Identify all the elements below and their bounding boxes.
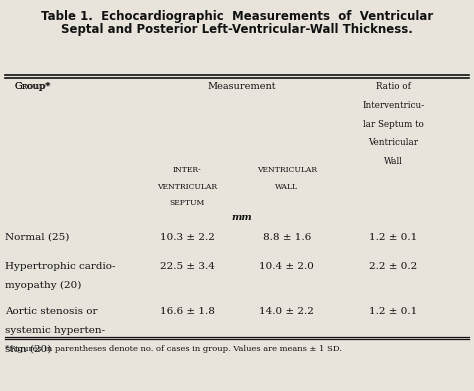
Text: sion (20): sion (20)	[5, 344, 51, 353]
Text: Ventricular: Ventricular	[368, 138, 419, 147]
Text: lar Septum to: lar Septum to	[363, 120, 424, 129]
Text: 10.3 ± 2.2: 10.3 ± 2.2	[160, 233, 215, 242]
Text: 8.8 ± 1.6: 8.8 ± 1.6	[263, 233, 311, 242]
Text: Septal and Posterior Left-Ventricular-Wall Thickness.: Septal and Posterior Left-Ventricular-Wa…	[61, 23, 413, 36]
Text: INTER-: INTER-	[173, 166, 201, 174]
Text: VENTRICULAR: VENTRICULAR	[157, 183, 217, 190]
Text: Hypertrophic cardio-: Hypertrophic cardio-	[5, 262, 115, 271]
Text: VENTRICULAR: VENTRICULAR	[257, 166, 317, 174]
Text: Group*: Group*	[14, 82, 50, 91]
Text: 22.5 ± 3.4: 22.5 ± 3.4	[160, 262, 215, 271]
Text: 14.0 ± 2.2: 14.0 ± 2.2	[259, 307, 314, 316]
Text: 10.4 ± 2.0: 10.4 ± 2.0	[259, 262, 314, 271]
Text: 2.2 ± 0.2: 2.2 ± 0.2	[369, 262, 418, 271]
Text: myopathy (20): myopathy (20)	[5, 281, 81, 290]
Text: 1.2 ± 0.1: 1.2 ± 0.1	[369, 307, 418, 316]
Text: mm: mm	[231, 213, 252, 222]
Text: Gʀoup*: Gʀoup*	[14, 82, 51, 91]
Text: Measurement: Measurement	[208, 82, 276, 91]
Text: WALL: WALL	[275, 183, 298, 190]
Text: Table 1.  Echocardiographic  Measurements  of  Ventricular: Table 1. Echocardiographic Measurements …	[41, 10, 433, 23]
Text: Normal (25): Normal (25)	[5, 233, 69, 242]
Text: Interventricu-: Interventricu-	[362, 101, 425, 110]
Text: *Figures in parentheses denote no. of cases in group. Values are means ± 1 SD.: *Figures in parentheses denote no. of ca…	[5, 345, 342, 353]
Text: SEPTUM: SEPTUM	[170, 199, 205, 207]
Text: 16.6 ± 1.8: 16.6 ± 1.8	[160, 307, 215, 316]
Text: Ratio of: Ratio of	[376, 82, 411, 91]
Text: systemic hyperten-: systemic hyperten-	[5, 326, 105, 335]
Text: Aortic stenosis or: Aortic stenosis or	[5, 307, 97, 316]
Text: Wall: Wall	[384, 157, 403, 166]
Text: 1.2 ± 0.1: 1.2 ± 0.1	[369, 233, 418, 242]
